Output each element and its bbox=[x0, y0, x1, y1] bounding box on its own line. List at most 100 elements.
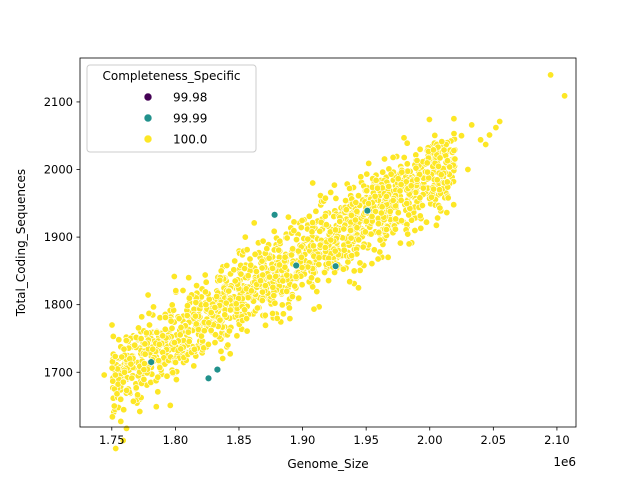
data-point bbox=[120, 406, 128, 414]
data-point bbox=[275, 261, 283, 269]
x-tick-label: 2.05 bbox=[481, 433, 507, 447]
data-point bbox=[405, 240, 413, 248]
data-point bbox=[397, 196, 405, 204]
data-point bbox=[184, 328, 192, 336]
data-point bbox=[202, 288, 210, 296]
data-point bbox=[154, 373, 162, 381]
legend-marker bbox=[143, 113, 153, 123]
data-point bbox=[450, 115, 458, 123]
data-point bbox=[129, 397, 137, 405]
data-point bbox=[230, 266, 238, 274]
data-point bbox=[283, 234, 291, 242]
data-point bbox=[400, 154, 408, 162]
data-point bbox=[405, 211, 413, 219]
y-tick-label: 1800 bbox=[44, 298, 73, 312]
data-point bbox=[123, 386, 131, 394]
data-point bbox=[171, 339, 179, 347]
data-point bbox=[247, 261, 255, 269]
data-point bbox=[270, 292, 278, 300]
data-point bbox=[137, 335, 145, 343]
data-point bbox=[443, 178, 451, 186]
data-point bbox=[109, 332, 117, 340]
data-point bbox=[110, 402, 118, 410]
data-point bbox=[118, 353, 126, 361]
data-point bbox=[374, 255, 382, 263]
data-point bbox=[161, 325, 169, 333]
data-point bbox=[353, 207, 361, 215]
data-point bbox=[128, 374, 136, 382]
data-point bbox=[419, 184, 427, 192]
data-point bbox=[143, 329, 151, 337]
data-point bbox=[309, 219, 317, 227]
data-point bbox=[207, 326, 215, 334]
data-point bbox=[372, 176, 380, 184]
data-point bbox=[286, 315, 294, 323]
data-point bbox=[219, 354, 227, 362]
data-point bbox=[314, 276, 322, 284]
data-point bbox=[391, 225, 399, 233]
data-point bbox=[387, 170, 395, 178]
data-point bbox=[135, 324, 143, 332]
data-point bbox=[403, 160, 411, 168]
data-point bbox=[251, 250, 259, 258]
data-point bbox=[364, 200, 372, 208]
data-point bbox=[141, 350, 149, 358]
data-point bbox=[192, 298, 200, 306]
legend-box bbox=[86, 64, 257, 153]
data-point bbox=[363, 207, 372, 215]
data-point bbox=[257, 277, 265, 285]
data-point bbox=[167, 317, 175, 325]
data-point bbox=[325, 259, 333, 267]
data-point bbox=[223, 261, 231, 269]
data-point bbox=[365, 159, 373, 167]
data-point bbox=[115, 336, 123, 344]
data-point bbox=[356, 259, 364, 267]
data-point bbox=[432, 221, 440, 229]
data-point bbox=[377, 209, 385, 217]
data-point bbox=[270, 227, 278, 235]
data-point bbox=[288, 293, 296, 301]
data-point bbox=[327, 188, 335, 196]
data-point bbox=[340, 246, 348, 254]
data-point bbox=[331, 262, 340, 270]
data-point bbox=[413, 176, 421, 184]
data-point bbox=[281, 253, 289, 261]
data-point bbox=[109, 377, 117, 385]
data-point bbox=[430, 185, 438, 193]
data-point bbox=[397, 217, 405, 225]
data-point bbox=[265, 254, 273, 262]
data-point bbox=[404, 230, 412, 238]
data-point bbox=[193, 282, 201, 290]
data-point bbox=[254, 304, 262, 312]
data-point bbox=[202, 301, 210, 309]
data-point bbox=[416, 212, 424, 220]
data-point bbox=[325, 277, 333, 285]
data-point bbox=[146, 321, 154, 329]
data-point bbox=[450, 147, 458, 155]
data-point bbox=[315, 254, 323, 262]
data-point bbox=[168, 301, 176, 309]
data-point bbox=[443, 209, 451, 217]
x-tick-label: 1.80 bbox=[163, 433, 189, 447]
data-point bbox=[170, 272, 178, 280]
data-point bbox=[136, 407, 144, 415]
data-point bbox=[268, 264, 276, 272]
data-point bbox=[265, 273, 273, 281]
data-point bbox=[321, 194, 329, 202]
data-point bbox=[382, 226, 390, 234]
data-point bbox=[121, 368, 129, 376]
x-tick-label: 1.75 bbox=[99, 433, 125, 447]
data-point bbox=[285, 304, 293, 312]
data-point bbox=[346, 278, 354, 286]
data-point bbox=[140, 366, 148, 374]
data-point bbox=[111, 352, 119, 360]
data-point bbox=[417, 224, 425, 232]
data-point bbox=[140, 375, 148, 383]
data-point bbox=[292, 273, 300, 281]
data-point bbox=[211, 331, 219, 339]
data-point bbox=[378, 203, 386, 211]
data-point bbox=[276, 237, 284, 245]
data-point bbox=[108, 321, 116, 329]
data-point bbox=[243, 327, 251, 335]
data-point bbox=[261, 282, 269, 290]
